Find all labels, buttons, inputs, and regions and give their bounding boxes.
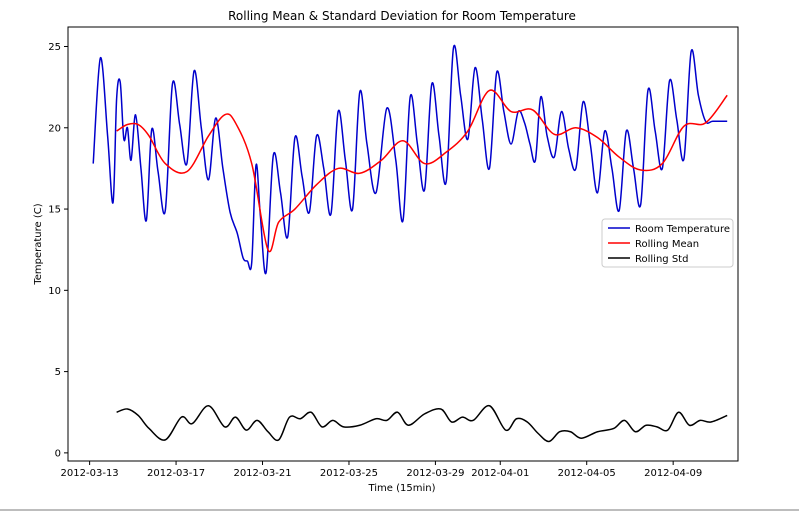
y-tick-label: 20	[48, 123, 61, 134]
series-layer	[92, 44, 728, 443]
y-tick-label: 5	[55, 367, 61, 378]
y-axis-title: Temperature (C)	[33, 203, 44, 285]
y-tick-label: 10	[48, 286, 61, 297]
legend-box	[601, 218, 734, 268]
x-tick-label: 2012-03-17	[147, 468, 205, 479]
y-axis: 0 5 10 15 20 25	[48, 42, 68, 459]
x-tick-label: 2012-03-25	[320, 468, 378, 479]
series-line-rolling-std	[116, 404, 728, 443]
legend-label-room-temperature: Room Temperature	[635, 224, 730, 235]
x-axis-title: Time (15min)	[367, 483, 435, 494]
bottom-rule	[0, 509, 799, 511]
y-tick-label: 0	[55, 448, 61, 459]
x-tick-label: 2012-03-21	[233, 468, 291, 479]
x-tick-label: 2012-04-09	[644, 468, 702, 479]
legend-label-rolling-mean: Rolling Mean	[635, 239, 699, 250]
y-tick-label: 25	[48, 42, 61, 53]
legend: Room Temperature Rolling Mean Rolling St…	[601, 218, 734, 268]
x-tick-label: 2012-03-13	[61, 468, 119, 479]
x-tick-label: 2012-03-29	[406, 468, 464, 479]
x-axis: 2012-03-13 2012-03-17 2012-03-21 2012-03-25…	[61, 461, 702, 479]
series-line-rolling-mean	[116, 89, 728, 253]
legend-label-rolling-std: Rolling Std	[635, 254, 688, 265]
x-tick-label: 2012-04-01	[471, 468, 529, 479]
series-line-room-temperature	[92, 44, 728, 275]
y-tick-label: 15	[48, 205, 61, 216]
x-tick-label: 2012-04-05	[558, 468, 616, 479]
chart-title: Rolling Mean & Standard Deviation for Ro…	[228, 9, 576, 23]
